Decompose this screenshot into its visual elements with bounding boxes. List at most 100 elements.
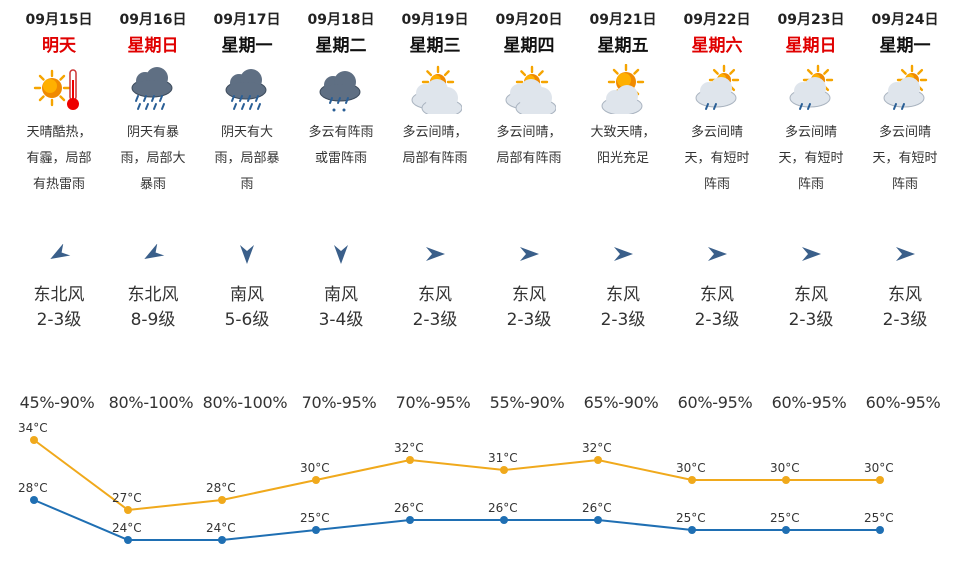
- sun-cloud-shower-icon: [789, 64, 834, 110]
- day-date: 09月18日: [307, 12, 375, 28]
- low-temp-point: [218, 536, 226, 544]
- wind-level: 8-9级: [130, 310, 176, 330]
- low-temp-point: [124, 536, 132, 544]
- high-temp-point: [876, 476, 884, 484]
- wind-direction: 东北风: [127, 285, 179, 305]
- day-date: 09月17日: [213, 12, 281, 28]
- high-temp-label: 28°C: [206, 481, 236, 495]
- day-column: 09月23日 星期日 多云间晴天，有短时阵雨: [764, 0, 858, 340]
- day-weekday: 星期三: [409, 36, 461, 56]
- day-weekday: 星期日: [785, 36, 837, 56]
- humidity-range: 45%-90%: [19, 393, 95, 412]
- wind-direction: 南风: [230, 285, 264, 305]
- wind-direction: 东风: [606, 285, 640, 305]
- high-temp-label: 30°C: [676, 461, 706, 475]
- humidity-range: 55%-90%: [489, 393, 565, 412]
- day-weekday: 星期一: [879, 36, 931, 56]
- high-temp-point: [30, 436, 38, 444]
- humidity-range: 60%-95%: [677, 393, 753, 412]
- wind-arrow-east-icon: [896, 247, 915, 261]
- day-weekday: 星期二: [315, 36, 367, 56]
- wind-level: 2-3级: [412, 310, 458, 330]
- temperature-chart: 34°C 27°C 28°C 30°C 32°C 31°C 32°C 30°C 30°C 30°C…: [18, 421, 894, 544]
- high-temp-point: [406, 456, 414, 464]
- wind-level: 2-3级: [36, 310, 82, 330]
- day-date: 09月16日: [119, 12, 187, 28]
- high-temp-label: 34°C: [18, 421, 48, 435]
- day-column: 09月19日 星期三 多云间晴，局部有阵雨: [388, 0, 482, 340]
- wind-level: 2-3级: [506, 310, 552, 330]
- day-weekday: 星期日: [127, 36, 179, 56]
- day-column: 09月21日 星期五 大致天晴，阳光充足: [576, 0, 670, 340]
- high-temp-label: 27°C: [112, 491, 142, 505]
- day-weekday: 星期五: [597, 36, 649, 56]
- wind-direction: 东风: [512, 285, 546, 305]
- low-temp-label: 26°C: [394, 501, 424, 515]
- day-date: 09月21日: [589, 12, 657, 28]
- wind-direction: 东风: [700, 285, 734, 305]
- thunder-shower-icon: [319, 71, 361, 112]
- low-temp-label: 24°C: [206, 521, 236, 535]
- high-temp-label: 32°C: [394, 441, 424, 455]
- day-weekday: 星期六: [691, 36, 743, 56]
- high-temp-line: [33, 439, 880, 512]
- high-temp-label: 30°C: [864, 461, 894, 475]
- wind-direction: 东风: [794, 285, 828, 305]
- low-temp-line: [33, 499, 880, 541]
- wind-direction: 东风: [888, 285, 922, 305]
- wind-arrow-east-icon: [520, 247, 539, 261]
- day-date: 09月20日: [495, 12, 563, 28]
- weather-description: 天晴酷热，有霾，局部有热雷雨: [26, 125, 92, 192]
- wind-arrow-east-icon: [802, 247, 821, 261]
- weather-description: 多云间晴天，有短时阵雨: [872, 125, 938, 192]
- day-column: 09月18日 星期二 多云有阵雨或雷阵雨: [294, 0, 388, 340]
- high-temp-point: [688, 476, 696, 484]
- humidity-range: 60%-95%: [771, 393, 847, 412]
- day-column: 09月24日 星期一 多云间晴天，有短时阵雨: [858, 0, 952, 340]
- weather-description: 阴天有暴雨，局部大暴雨: [120, 125, 186, 192]
- wind-direction: 南风: [324, 285, 358, 305]
- low-temp-label: 25°C: [300, 511, 330, 525]
- humidity-range: 70%-95%: [395, 393, 471, 412]
- wind-level: 2-3级: [600, 310, 646, 330]
- mostly-sunny-icon: [601, 64, 645, 114]
- wind-level: 2-3级: [788, 310, 834, 330]
- high-temp-label: 30°C: [300, 461, 330, 475]
- day-column: 09月17日 星期一 阴天有大雨，局部暴雨: [200, 0, 294, 340]
- day-column: 09月15日 明天 天晴酷热，有霾，局部有热雷雨: [12, 0, 106, 340]
- weather-description: 阴天有大雨，局部暴雨: [214, 125, 280, 192]
- wind-arrow-east-icon: [426, 247, 445, 261]
- partly-cloudy-icon: [411, 65, 462, 114]
- day-column: 09月16日 星期日 阴天有暴雨，局部大暴雨: [106, 0, 200, 340]
- humidity-range: 80%-100%: [202, 393, 288, 412]
- low-temp-point: [876, 526, 884, 534]
- low-temp-label: 25°C: [864, 511, 894, 525]
- wind-level: 3-4级: [318, 310, 364, 330]
- day-date: 09月24日: [871, 12, 939, 28]
- wind-level: 5-6级: [224, 310, 270, 330]
- wind-arrow-east-icon: [614, 247, 633, 261]
- day-weekday: 明天: [42, 36, 76, 56]
- day-date: 09月15日: [25, 12, 93, 28]
- partly-cloudy-icon: [505, 65, 556, 114]
- humidity-range: 65%-90%: [583, 393, 659, 412]
- low-temp-point: [500, 516, 508, 524]
- day-column: 09月22日 星期六 多云间晴天，有短时阵雨: [670, 0, 764, 340]
- sun-cloud-shower-icon: [883, 64, 928, 110]
- weather-description: 多云间晴，局部有阵雨: [496, 125, 562, 166]
- wind-arrow-south-icon: [240, 245, 254, 264]
- high-temp-point: [218, 496, 226, 504]
- weather-description: 多云间晴，局部有阵雨: [402, 125, 468, 166]
- day-date: 09月22日: [683, 12, 751, 28]
- weather-description: 大致天晴，阳光充足: [590, 125, 656, 166]
- day-column: 09月20日 星期四 多云间晴，局部有阵雨: [482, 0, 576, 340]
- high-temp-point: [124, 506, 132, 514]
- low-temp-label: 25°C: [770, 511, 800, 525]
- low-temp-point: [30, 496, 38, 504]
- rain-icon: [225, 69, 267, 110]
- weather-description: 多云有阵雨或雷阵雨: [308, 125, 374, 166]
- high-temp-label: 30°C: [770, 461, 800, 475]
- weather-description: 多云间晴天，有短时阵雨: [778, 125, 844, 192]
- wind-level: 2-3级: [694, 310, 740, 330]
- low-temp-point: [688, 526, 696, 534]
